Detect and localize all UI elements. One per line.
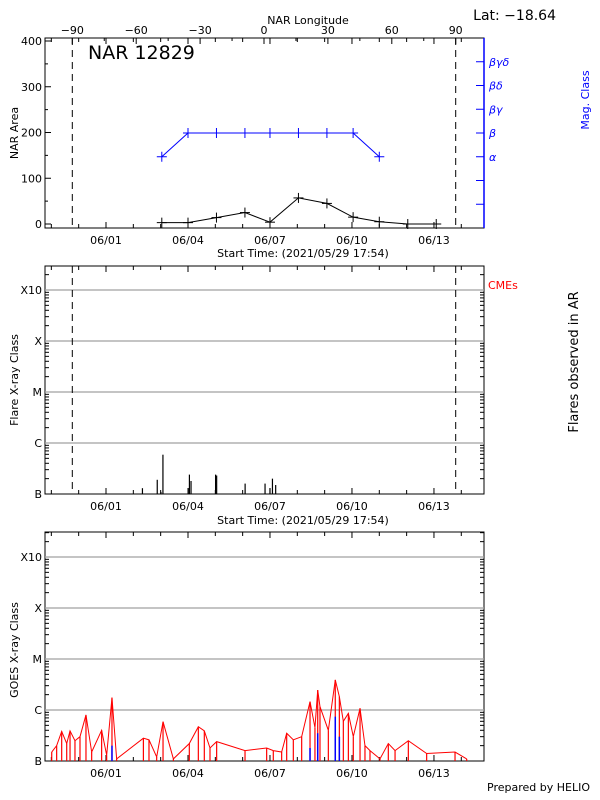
x-tick-label: 06/13 (418, 500, 450, 513)
mag-class-label: α (489, 151, 497, 164)
y-tick-label: X10 (20, 284, 42, 297)
x2-tick-label: 0 (261, 24, 268, 37)
x2-tick-label: 30 (321, 24, 335, 37)
y-tick-label: B (34, 755, 42, 768)
x2-tick-label: −30 (188, 24, 211, 37)
y-tick-label: X10 (20, 551, 42, 564)
x-tick-label: 06/07 (254, 234, 286, 247)
x2-tick-label: −60 (125, 24, 148, 37)
x-tick-label: 06/01 (90, 500, 122, 513)
y-axis-label: NAR Area (8, 107, 21, 159)
x-tick-label: 06/04 (172, 500, 204, 513)
y-tick-label: 400 (21, 35, 42, 48)
x-tick-label: 06/10 (336, 767, 368, 780)
y-axis-label: Flare X-ray Class (8, 334, 21, 426)
flare-class-panel: Flare X-ray Class Flares observed in AR … (8, 265, 582, 527)
x-tick-label: 06/01 (90, 234, 122, 247)
x-tick-label: 06/04 (172, 234, 204, 247)
x-tick-label: 06/13 (418, 767, 450, 780)
mag-class-label: βγδ (488, 56, 510, 69)
y-tick-label: 0 (35, 218, 42, 231)
mag-class-label: βγ (488, 103, 503, 116)
y-tick-label: 200 (21, 127, 42, 140)
x-tick-label: 06/01 (90, 767, 122, 780)
x2-tick-label: 90 (449, 24, 463, 37)
x-tick-label: 06/04 (172, 767, 204, 780)
goes-flux-line (51, 679, 467, 760)
x-tick-label: 06/13 (418, 234, 450, 247)
area-series-line (161, 197, 437, 225)
prepared-by-label: Prepared by HELIO (487, 781, 590, 794)
x2-axis-label: NAR Longitude (267, 14, 349, 27)
cme-legend: CMEs (488, 279, 518, 292)
chart-title: NAR 12829 (88, 42, 195, 64)
mag-class-series-line (161, 132, 380, 158)
y-tick-label: X (34, 335, 42, 348)
mag-class-label: βδ (488, 80, 503, 93)
y-tick-label: B (34, 488, 42, 501)
x2-tick-label: −90 (61, 24, 84, 37)
x-axis-label: Start Time: (2021/05/29 17:54) (217, 247, 389, 260)
y-tick-label: C (34, 704, 42, 717)
panel-frame (44, 265, 485, 495)
y-axis-right-label: Flares observed in AR (567, 291, 582, 432)
x-axis-label: Start Time: (2021/05/29 17:54) (217, 514, 389, 527)
x2-tick-label: 60 (385, 24, 399, 37)
y-tick-label: 300 (21, 81, 42, 94)
y-tick-label: 100 (21, 172, 42, 185)
x-tick-label: 06/07 (254, 500, 286, 513)
x-tick-label: 06/07 (254, 767, 286, 780)
y-axis-right-label: Mag. Class (579, 70, 592, 129)
y-tick-label: X (34, 602, 42, 615)
panel-frame (44, 531, 485, 762)
x-tick-label: 06/10 (336, 500, 368, 513)
nar-area-panel: NAR Longitude Lat: −18.64 NAR 12829 NAR … (8, 8, 592, 260)
y-tick-label: M (33, 386, 43, 399)
y-tick-label: M (33, 653, 43, 666)
latitude-label: Lat: −18.64 (473, 8, 556, 24)
goes-xray-panel: GOES X-ray Class Prepared by HELIO B C M X X… (8, 531, 590, 794)
x-tick-label: 06/10 (336, 234, 368, 247)
mag-class-label: β (488, 127, 496, 140)
y-tick-label: C (34, 437, 42, 450)
y-axis-label: GOES X-ray Class (8, 602, 21, 698)
